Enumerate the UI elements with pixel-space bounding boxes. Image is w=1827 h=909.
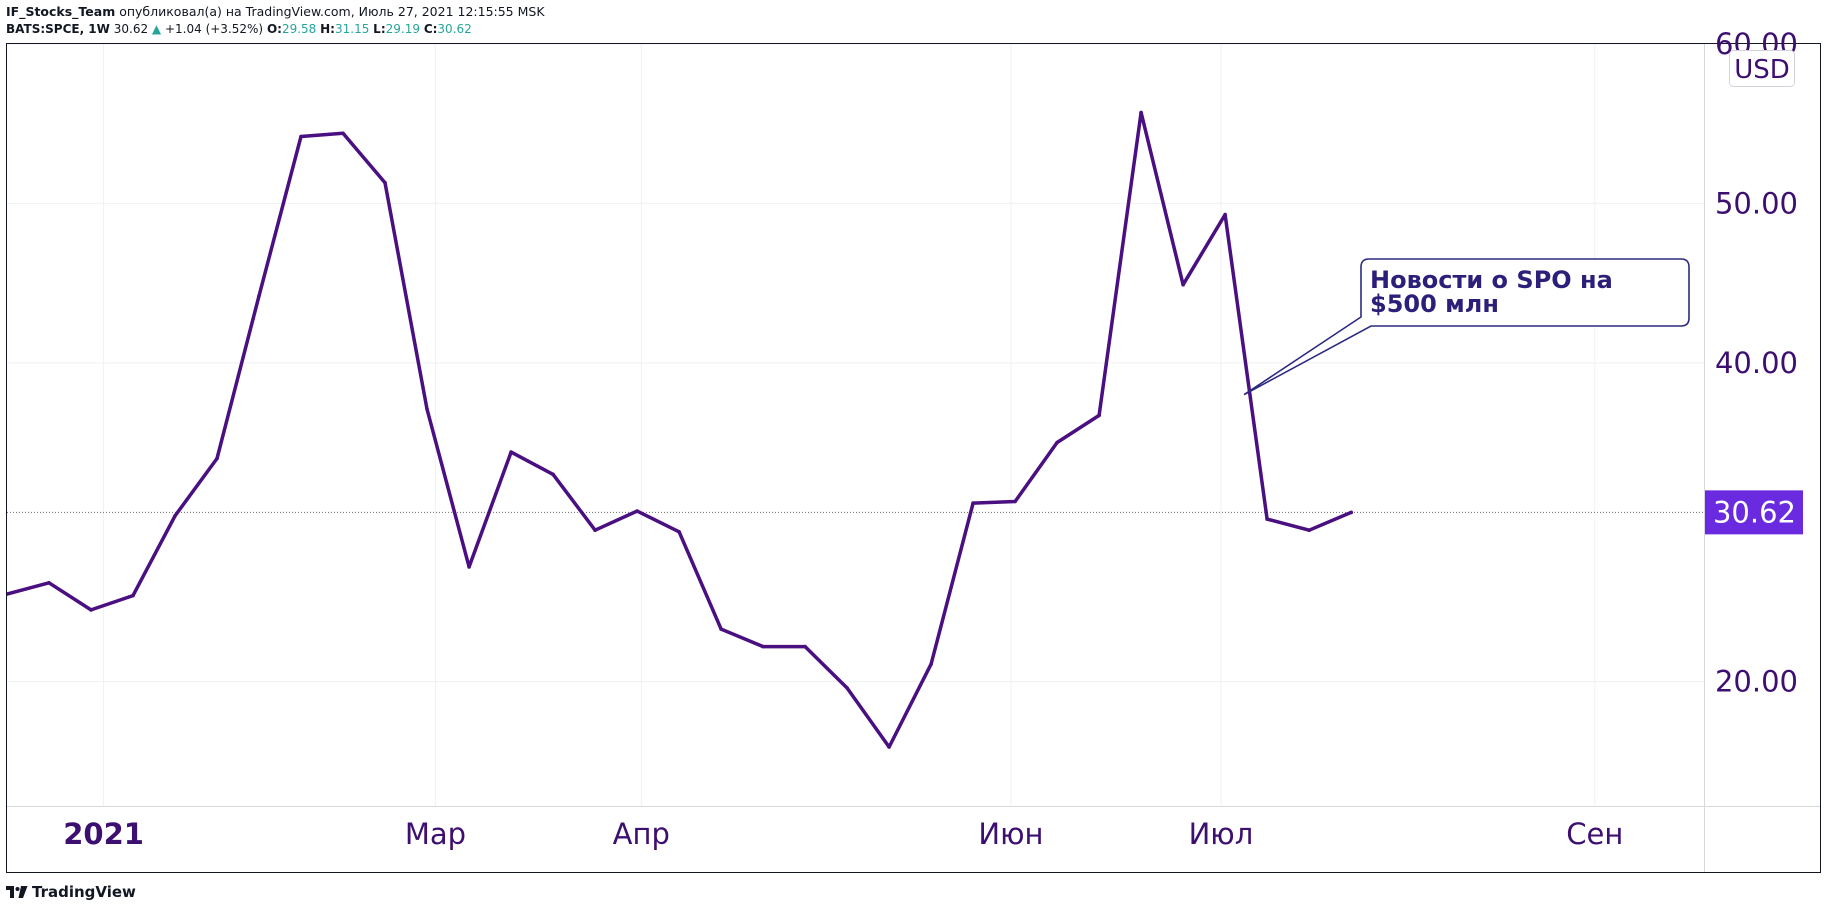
x-tick-label-1: Мар	[405, 817, 466, 851]
series-line-spce	[7, 110, 1353, 749]
data-point-12	[509, 450, 513, 454]
last-price-label: 30.62	[1713, 495, 1796, 529]
data-point-20	[845, 686, 849, 690]
high-label: H:	[320, 22, 335, 36]
publisher-name[interactable]: IF_Stocks_Team	[6, 4, 116, 19]
data-point-26	[1097, 413, 1101, 418]
x-tick-label-3: Июн	[978, 817, 1043, 851]
currency-badge[interactable]: USD	[1729, 50, 1795, 87]
data-point-19	[803, 644, 807, 649]
data-point-30	[1265, 517, 1269, 521]
data-point-3	[131, 593, 135, 598]
price-change: +1.04 (+3.52%)	[164, 22, 264, 36]
chart-grid	[7, 43, 1704, 806]
data-point-5	[215, 456, 219, 461]
chart-header-quote: BATS:SPCE, 1W 30.62 ▲ +1.04 (+3.52%) O:2…	[6, 21, 472, 37]
tradingview-logo-icon	[6, 886, 28, 898]
y-tick-label-2: 50.00	[1715, 186, 1798, 220]
data-point-6	[257, 294, 261, 298]
data-point-9	[383, 180, 387, 185]
open-label: O:	[266, 22, 282, 36]
x-tick-label-4: Июл	[1189, 817, 1254, 851]
x-tick-label-2: Апр	[613, 817, 670, 851]
currency-label: USD	[1734, 55, 1790, 85]
data-point-13	[551, 472, 555, 477]
data-point-27	[1139, 110, 1143, 115]
series-points	[7, 110, 1353, 749]
data-point-29	[1223, 212, 1227, 217]
close-label: C:	[423, 22, 438, 36]
up-arrow-icon: ▲	[151, 22, 162, 36]
data-point-21	[887, 745, 891, 749]
y-tick-label-1: 40.00	[1715, 346, 1798, 380]
data-point-23	[971, 501, 975, 505]
annotation-callout[interactable]: Новости о SPO на $500 млн	[1243, 258, 1690, 396]
open-value: 29.58	[281, 22, 317, 36]
x-tick-label-0: 2021	[63, 817, 144, 851]
data-point-17	[719, 627, 723, 631]
data-point-4	[173, 514, 177, 518]
data-point-28	[1181, 282, 1185, 287]
published-info: опубликовал(а) на TradingView.com, Июль …	[119, 4, 545, 19]
data-point-10	[425, 407, 429, 411]
data-point-31	[1307, 528, 1311, 532]
high-value: 31.15	[334, 22, 370, 36]
low-value: 29.19	[385, 22, 420, 36]
data-point-1	[47, 581, 51, 585]
data-point-11	[467, 565, 471, 569]
data-point-7	[299, 134, 303, 139]
data-point-32	[1349, 510, 1353, 515]
chart-frame	[6, 43, 1821, 873]
y-tick-label-0: 20.00	[1715, 665, 1798, 699]
data-point-16	[677, 530, 681, 534]
close-value: 30.62	[437, 22, 472, 36]
data-point-25	[1055, 440, 1059, 445]
time-axis: 2021 Мар Апр Июн Июл Сен	[63, 817, 1623, 851]
last-price: 30.62	[113, 22, 149, 36]
brand-label: TradingView	[32, 883, 136, 901]
data-point-18	[761, 644, 765, 649]
data-point-22	[929, 662, 933, 666]
chart-header-published: IF_Stocks_Team опубликовал(а) на Trading…	[6, 4, 545, 20]
data-point-0	[7, 592, 9, 596]
x-tick-label-5: Сен	[1566, 817, 1623, 851]
data-point-15	[635, 509, 639, 513]
data-point-24	[1013, 499, 1017, 504]
low-label: L:	[373, 22, 386, 36]
callout-box	[1243, 258, 1690, 396]
tradingview-brand[interactable]: TradingView	[6, 883, 136, 901]
callout-text-line1: Новости о SPO на	[1370, 266, 1613, 294]
callout-text-line2: $500 млн	[1370, 290, 1499, 318]
data-point-8	[341, 131, 345, 136]
last-price-badge: 30.62	[1705, 490, 1803, 535]
data-point-2	[89, 608, 93, 612]
symbol-label: BATS:SPCE, 1W	[6, 22, 110, 36]
data-point-14	[593, 528, 597, 532]
